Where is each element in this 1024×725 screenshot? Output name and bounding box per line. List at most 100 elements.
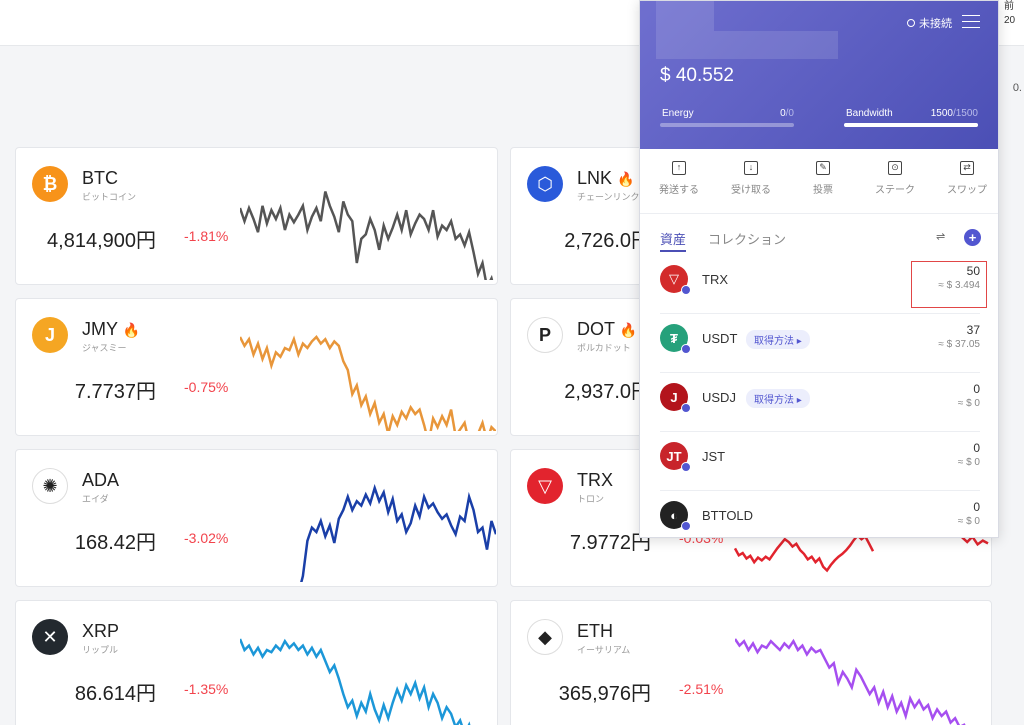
coin-name: ジャスミー <box>82 343 127 353</box>
asset-usd-value: ≈ $ 0 <box>957 398 980 409</box>
wallet-header: 未接続 $ 40.552 Energy 0/0 Bandwidth 1500/1… <box>640 1 998 149</box>
price-sparkline <box>735 638 966 725</box>
asset-usd-value: ≈ $ 37.05 <box>938 339 980 350</box>
swap-action[interactable]: ⇄ スワップ <box>934 161 998 196</box>
edge-text-2: 20 <box>1004 15 1016 26</box>
blurred-address <box>656 31 838 59</box>
send-icon: ↑ <box>672 161 686 175</box>
side-edge-text: 0. <box>1012 82 1022 94</box>
asset-row-usdt[interactable]: ₮ USDT 取得方法 ▸ 37 ≈ $ 37.05 <box>640 314 998 373</box>
get-method-button[interactable]: 取得方法 ▸ <box>746 389 810 408</box>
coin-name: エイダ <box>82 494 109 504</box>
tab-assets[interactable]: 資産 <box>660 229 687 252</box>
coin-symbol: LNK 🔥 <box>577 168 635 188</box>
send-action[interactable]: ↑ 発送する <box>646 161 712 196</box>
price-sparkline <box>300 483 496 582</box>
ripple-icon: ✕ <box>32 619 68 655</box>
coin-symbol: XRP <box>82 621 120 641</box>
connection-status[interactable]: 未接続 <box>907 15 952 31</box>
coin-name: トロン <box>577 494 605 504</box>
asset-amount: 0 <box>973 441 980 455</box>
asset-symbol: JST <box>702 449 726 464</box>
chainlink-icon: ⬡ <box>527 166 563 202</box>
price-sparkline <box>240 335 496 431</box>
coin-symbol: TRX <box>577 470 613 490</box>
coin-symbol: BTC <box>82 168 118 188</box>
sparkline-path <box>735 638 966 725</box>
asset-row-bttold[interactable]: ◐ BTTOLD 0 ≈ $ 0 <box>640 491 998 537</box>
receive-action[interactable]: ↓ 受け取る <box>718 161 784 196</box>
coin-price: 86.614円 <box>74 683 156 705</box>
coin-change: -1.35% <box>184 681 229 697</box>
asset-usd-value: ≈ $ 0 <box>957 457 980 468</box>
coin-card-btc[interactable]: ₿ BTC ビットコイン 4,814,900円 -1.81% <box>15 147 498 285</box>
coin-change: -1.81% <box>184 228 229 244</box>
ethereum-icon: ◆ <box>527 619 563 655</box>
asset-symbol: USDT <box>702 331 738 346</box>
asset-amount: 37 <box>966 323 980 337</box>
asset-symbol: BTTOLD <box>702 508 754 523</box>
asset-row-usdj[interactable]: J USDJ 取得方法 ▸ 0 ≈ $ 0 <box>640 373 998 432</box>
get-method-button[interactable]: 取得方法 ▸ <box>746 330 810 349</box>
cardano-icon: ✺ <box>32 468 68 504</box>
sparkline-path <box>300 483 496 582</box>
blurred-account-name <box>656 1 714 31</box>
wallet-popup: 未接続 $ 40.552 Energy 0/0 Bandwidth 1500/1… <box>639 0 999 538</box>
coin-card-jmy[interactable]: J JMY 🔥 ジャスミー 7.7737円 -0.75% <box>15 298 498 436</box>
action-label: ステーク <box>875 185 915 196</box>
filter-icon[interactable]: ⇌ <box>936 231 946 243</box>
flame-icon: 🔥 <box>617 171 635 187</box>
tron-network-badge-icon <box>681 344 691 354</box>
highlight-box <box>911 261 987 308</box>
tron-network-badge-icon <box>681 285 691 295</box>
asset-amount: 0 <box>973 382 980 396</box>
energy-max: /0 <box>785 108 794 119</box>
sparkline-path <box>240 638 471 725</box>
jasmy-icon: J <box>32 317 68 353</box>
bitcoin-icon: ₿ <box>32 166 68 202</box>
action-label: 投票 <box>813 185 833 196</box>
coin-symbol: ETH <box>577 621 613 641</box>
asset-row-jst[interactable]: JT JST 0 ≈ $ 0 <box>640 432 998 491</box>
action-label: 発送する <box>659 185 699 196</box>
flame-icon: 🔥 <box>619 322 638 338</box>
asset-usd-value: ≈ $ 0 <box>957 516 980 527</box>
tron-icon: ▽ <box>527 468 563 504</box>
coin-card-xrp[interactable]: ✕ XRP リップル 86.614円 -1.35% <box>15 600 498 725</box>
coin-price: 365,976円 <box>558 683 651 705</box>
row-divider <box>660 313 980 314</box>
asset-amount: 50 <box>966 264 980 278</box>
asset-row-trx[interactable]: ▽ TRX 50 ≈ $ 3.494 <box>640 255 998 314</box>
coin-name: イーサリアム <box>577 645 631 655</box>
bandwidth-bar-fill <box>844 123 978 127</box>
price-sparkline <box>240 191 494 280</box>
coin-symbol: ADA <box>82 470 120 490</box>
asset-amount: 0 <box>973 500 980 514</box>
stake-action[interactable]: ⊙ ステーク <box>862 161 928 196</box>
energy-amount: 0 <box>780 108 786 119</box>
row-divider <box>660 372 980 373</box>
bandwidth-amount: 1500 <box>930 108 953 119</box>
coin-price: 168.42円 <box>74 532 156 554</box>
sparkline-path <box>240 335 496 431</box>
bandwidth-label: Bandwidth <box>846 108 893 119</box>
action-label: 受け取る <box>731 185 771 196</box>
coin-card-ada[interactable]: ✺ ADA エイダ 168.42円 -3.02% <box>15 449 498 587</box>
coin-name: ポルカドット <box>577 343 631 353</box>
coin-change: -3.02% <box>184 530 229 546</box>
vote-icon: ✎ <box>816 161 830 175</box>
coin-card-eth[interactable]: ◆ ETH イーサリアム 365,976円 -2.51% <box>510 600 992 725</box>
coin-symbol: JMY 🔥 <box>82 319 141 339</box>
price-sparkline <box>240 638 471 725</box>
vote-action[interactable]: ✎ 投票 <box>790 161 856 196</box>
tron-network-badge-icon <box>681 403 691 413</box>
flame-icon: 🔥 <box>122 322 141 338</box>
wallet-actions: ↑ 発送する ↓ 受け取る ✎ 投票 ⊙ ステーク ⇄ スワップ <box>640 161 998 196</box>
swap-icon: ⇄ <box>960 161 974 175</box>
tab-collections[interactable]: コレクション <box>708 232 787 247</box>
add-token-icon[interactable]: + <box>964 229 981 246</box>
sparkline-path <box>240 191 494 280</box>
status-dot-icon <box>907 19 915 27</box>
bandwidth-value: 1500/1500 <box>910 108 978 119</box>
menu-icon[interactable] <box>962 15 980 33</box>
